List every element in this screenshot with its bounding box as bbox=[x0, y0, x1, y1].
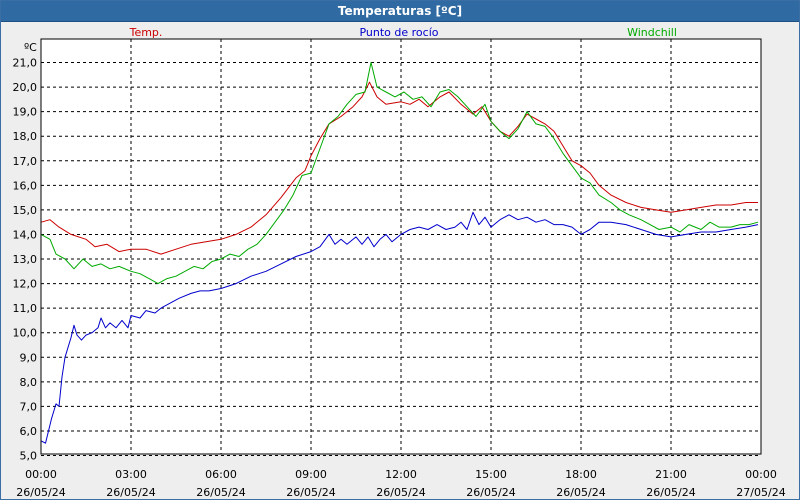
plot-frame bbox=[40, 38, 762, 455]
legend-temp: Temp. bbox=[129, 26, 163, 39]
y-tick-label: 16,0 bbox=[13, 179, 38, 192]
x-tick-date: 26/05/24 bbox=[646, 486, 695, 499]
x-axis-ticks: 00:00 26/05/24 03:00 26/05/24 06:00 26/05/24 0… bbox=[16, 468, 785, 499]
legend-windchill: Windchill bbox=[627, 26, 677, 39]
x-tick-date: 26/05/24 bbox=[106, 486, 155, 499]
y-axis-label: ºC bbox=[24, 41, 37, 54]
x-tick-time: 00:00 bbox=[25, 468, 57, 481]
y-tick-label: 17,0 bbox=[13, 155, 38, 168]
plot-area bbox=[41, 39, 761, 454]
y-tick-label: 20,0 bbox=[13, 81, 38, 94]
y-tick-label: 7,0 bbox=[20, 400, 38, 413]
legend: Temp. Punto de rocío Windchill bbox=[129, 26, 677, 39]
y-tick-label: 9,0 bbox=[20, 351, 38, 364]
y-tick-label: 21,0 bbox=[13, 57, 38, 70]
x-tick-time: 12:00 bbox=[385, 468, 417, 481]
x-tick-date: 26/05/24 bbox=[556, 486, 605, 499]
temperature-chart: 5,0 6,0 7,0 8,0 9,0 10,0 11,0 12,0 13,0 14,0 15,0 1… bbox=[13, 26, 786, 499]
y-tick-label: 5,0 bbox=[20, 450, 38, 463]
y-tick-label: 10,0 bbox=[13, 327, 38, 340]
x-tick-date: 26/05/24 bbox=[376, 486, 425, 499]
y-tick-label: 15,0 bbox=[13, 204, 38, 217]
y-tick-label: 14,0 bbox=[13, 228, 38, 241]
y-tick-label: 11,0 bbox=[13, 302, 38, 315]
x-tick-date: 26/05/24 bbox=[196, 486, 245, 499]
x-tick-time: 06:00 bbox=[205, 468, 237, 481]
y-tick-label: 13,0 bbox=[13, 253, 38, 266]
x-tick-time: 15:00 bbox=[475, 468, 507, 481]
x-tick-time: 09:00 bbox=[295, 468, 327, 481]
x-tick-time: 18:00 bbox=[565, 468, 597, 481]
legend-dew-point: Punto de rocío bbox=[359, 26, 438, 39]
temp-series-line bbox=[40, 81, 758, 255]
x-tick-time: 03:00 bbox=[115, 468, 147, 481]
y-tick-label: 6,0 bbox=[20, 425, 38, 438]
x-tick-date: 26/05/24 bbox=[466, 486, 515, 499]
x-tick-date: 26/05/24 bbox=[286, 486, 335, 499]
x-tick-date: 27/05/24 bbox=[736, 486, 785, 499]
series-lines bbox=[40, 62, 759, 444]
y-tick-label: 12,0 bbox=[13, 278, 38, 291]
y-axis-ticks: 5,0 6,0 7,0 8,0 9,0 10,0 11,0 12,0 13,0 14,0 15,0 1… bbox=[13, 57, 38, 463]
x-tick-time: 00:00 bbox=[745, 468, 777, 481]
y-tick-label: 8,0 bbox=[20, 376, 38, 389]
y-tick-label: 19,0 bbox=[13, 106, 38, 119]
window-title: Temperaturas [ºC] bbox=[1, 1, 799, 22]
x-tick-time: 21:00 bbox=[655, 468, 687, 481]
x-tick-date: 26/05/24 bbox=[16, 486, 65, 499]
y-tick-label: 18,0 bbox=[13, 130, 38, 143]
dew-point-series-line bbox=[40, 211, 759, 444]
windchill-series-line bbox=[40, 62, 759, 285]
